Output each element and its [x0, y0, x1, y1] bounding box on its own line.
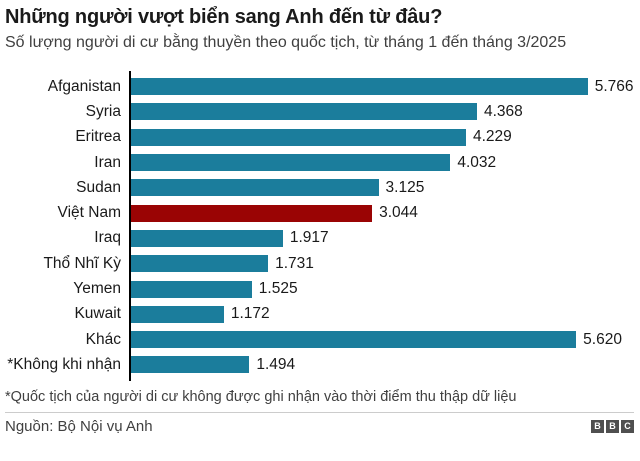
source-label: Nguồn: Bộ Nội vụ Anh: [5, 417, 153, 435]
bar-track: 1.731: [129, 251, 634, 276]
bar: [131, 255, 269, 273]
bar-track: 3.125: [129, 175, 634, 200]
bar-track: 1.494: [129, 352, 634, 377]
bbc-logo-block: B: [591, 419, 604, 433]
value-label: 4.032: [457, 153, 497, 171]
footer-divider: [5, 411, 634, 413]
category-label: Yemen: [73, 280, 121, 298]
category-label: Việt Nam: [57, 204, 121, 222]
chart-row: Kuwait 1.172: [5, 302, 634, 327]
bar-track: 3.044: [129, 200, 634, 225]
bar: [131, 78, 588, 96]
category-label: Afganistan: [47, 77, 121, 95]
value-label: 1.494: [256, 355, 296, 373]
value-label: 1.525: [258, 280, 298, 298]
bar-track: 1.525: [129, 276, 634, 301]
chart-row: Sudan 3.125: [5, 175, 634, 200]
chart-row: Yemen 1.525: [5, 276, 634, 301]
bar: [131, 179, 379, 197]
bar: [131, 356, 250, 374]
category-label: Kuwait: [74, 305, 121, 323]
bar-track: 4.229: [129, 125, 634, 150]
bar: [131, 229, 283, 247]
bar: [131, 280, 252, 298]
category-label: Khác: [85, 330, 121, 348]
bar: [131, 154, 451, 172]
value-label: 1.731: [275, 254, 314, 272]
bar-track: 4.368: [129, 99, 634, 124]
bar: [131, 331, 577, 349]
chart-row: Eritrea 4.229: [5, 125, 634, 150]
bbc-logo-block: B: [606, 419, 619, 433]
bar-track: 1.172: [129, 302, 634, 327]
value-label: 4.229: [472, 128, 512, 146]
chart-row: Khác 5.620: [5, 327, 634, 352]
bar: [131, 128, 466, 146]
chart-row: Thổ Nhĩ Kỳ 1.731: [5, 251, 634, 276]
value-label: 1.172: [230, 305, 270, 323]
chart-row: *Không khi nhận 1.494: [5, 352, 634, 377]
category-label: *Không khi nhận: [7, 355, 121, 373]
category-label: Eritrea: [75, 128, 121, 146]
bar: [131, 103, 477, 121]
value-label: 5.766: [594, 77, 634, 95]
bar-highlighted: [131, 204, 373, 222]
category-label: Thổ Nhĩ Kỳ: [43, 254, 121, 272]
y-axis-line: [129, 71, 131, 381]
category-label: Sudan: [76, 178, 121, 196]
chart-title: Những người vượt biển sang Anh đến từ đâ…: [5, 6, 443, 28]
chart-subtitle: Số lượng người di cư bằng thuyền theo qu…: [5, 34, 567, 51]
chart-footnote: *Quốc tịch của người di cư không được gh…: [5, 388, 517, 405]
chart-row: Iran 4.032: [5, 150, 634, 175]
bar-track: 5.766: [129, 74, 634, 99]
bbc-logo-block: C: [621, 419, 634, 433]
value-label: 5.620: [583, 330, 622, 348]
chart-row: Việt Nam 3.044: [5, 200, 634, 225]
category-label: Iraq: [94, 229, 121, 247]
value-label: 4.368: [484, 102, 523, 120]
category-label: Syria: [85, 102, 121, 120]
chart-row: Afganistan 5.766: [5, 74, 634, 99]
category-label: Iran: [94, 153, 121, 171]
bar-track: 4.032: [129, 150, 634, 175]
chart-row: Iraq 1.917: [5, 226, 634, 251]
chart-rows: Afganistan 5.766 Syria 4.368 Eritrea 4.229 Ira…: [5, 74, 634, 378]
bar: [131, 305, 224, 323]
value-label: 3.125: [385, 178, 425, 196]
bar-track: 5.620: [129, 327, 634, 352]
value-label: 1.917: [289, 229, 329, 247]
bar-chart: Afganistan 5.766 Syria 4.368 Eritrea 4.229 Ira…: [5, 71, 634, 381]
bar-track: 1.917: [129, 226, 634, 251]
value-label: 3.044: [379, 204, 418, 222]
chart-row: Syria 4.368: [5, 99, 634, 124]
